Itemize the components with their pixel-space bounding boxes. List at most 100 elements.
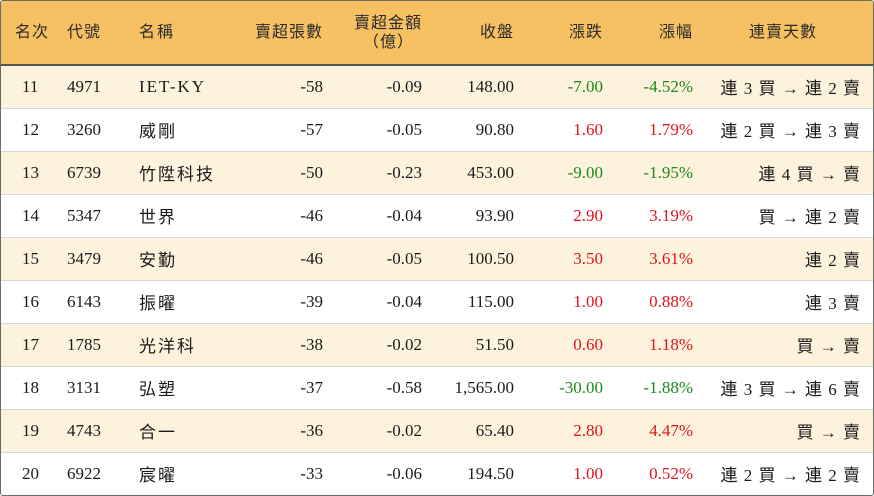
cell-name: 合一 [139, 423, 177, 442]
cell-change: 1.00 [573, 291, 603, 311]
cell-net-sell-lots: -38 [300, 334, 323, 354]
header-rank[interactable]: 名次 [1, 1, 65, 66]
table-row[interactable]: 17 1785 光洋科 -38 -0.02 51.50 0.60 1.18% 買 → 賣 [1, 323, 873, 366]
header-net-sell-lots[interactable]: 賣超張數 [241, 1, 323, 66]
table-row[interactable]: 12 3260 威剛 -57 -0.05 90.80 1.60 1.79% 連 2 買 → 連 … [1, 108, 873, 151]
cell-code: 3260 [67, 119, 101, 139]
cell-change-pct: 1.18% [649, 334, 693, 354]
cell-close: 100.50 [467, 248, 514, 268]
cell-streak: 買 → 連 2 賣 [758, 208, 861, 227]
cell-close: 194.50 [467, 463, 514, 483]
cell-net-sell-amount: -0.05 [386, 119, 422, 139]
cell-name: 振曜 [139, 294, 177, 313]
cell-code: 6739 [67, 162, 101, 182]
cell-code: 4743 [67, 420, 101, 440]
header-streak[interactable]: 連賣天數 [693, 1, 873, 66]
cell-close: 148.00 [467, 76, 514, 96]
cell-rank: 12 [22, 119, 39, 139]
cell-close: 93.90 [475, 205, 514, 225]
cell-name: 弘塑 [139, 380, 177, 399]
cell-change-pct: -1.95% [643, 162, 693, 182]
table-row[interactable]: 14 5347 世界 -46 -0.04 93.90 2.90 3.19% 買 → 連 2 賣 [1, 194, 873, 237]
cell-net-sell-lots: -57 [300, 119, 323, 139]
cell-net-sell-amount: -0.09 [386, 76, 422, 96]
table-row[interactable]: 15 3479 安勤 -46 -0.05 100.50 3.50 3.61% 連 2 賣 [1, 237, 873, 280]
cell-net-sell-lots: -50 [300, 162, 323, 182]
cell-change-pct: -4.52% [643, 76, 693, 96]
cell-streak: 買 → 賣 [796, 423, 861, 442]
cell-streak: 連 3 賣 [805, 294, 861, 313]
cell-close: 1,565.00 [454, 377, 515, 397]
header-change-pct[interactable]: 漲幅 [603, 1, 693, 66]
cell-rank: 19 [22, 420, 39, 440]
cell-streak: 連 2 買 → 連 2 賣 [720, 466, 861, 486]
cell-code: 6922 [67, 463, 101, 483]
cell-name: 安勤 [139, 251, 177, 270]
table-row[interactable]: 16 6143 振曜 -39 -0.04 115.00 1.00 0.88% 連 3 賣 [1, 280, 873, 323]
cell-net-sell-lots: -33 [300, 463, 323, 483]
header-name[interactable]: 名稱 [135, 1, 241, 66]
header-close[interactable]: 收盤 [422, 1, 514, 66]
cell-name: 威剛 [139, 122, 177, 141]
cell-rank: 15 [22, 248, 39, 268]
cell-net-sell-lots: -37 [300, 377, 323, 397]
table-row[interactable]: 11 4971 IET-KY -58 -0.09 148.00 -7.00 -4.52% 連 3… [1, 65, 873, 108]
cell-change: 0.60 [573, 334, 603, 354]
cell-change-pct: -1.88% [643, 377, 693, 397]
cell-change: 2.90 [573, 205, 603, 225]
cell-rank: 18 [22, 377, 39, 397]
cell-close: 115.00 [467, 291, 514, 311]
cell-net-sell-lots: -39 [300, 291, 323, 311]
cell-rank: 20 [22, 463, 39, 483]
cell-close: 453.00 [467, 162, 514, 182]
cell-change-pct: 0.88% [649, 291, 693, 311]
cell-rank: 17 [22, 334, 39, 354]
cell-net-sell-amount: -0.23 [386, 162, 422, 182]
cell-rank: 14 [22, 205, 39, 225]
cell-net-sell-lots: -46 [300, 248, 323, 268]
table-row[interactable]: 20 6922 宸曜 -33 -0.06 194.50 1.00 0.52% 連 2 買 → 連… [1, 452, 873, 495]
table-row[interactable]: 19 4743 合一 -36 -0.02 65.40 2.80 4.47% 買 → 賣 [1, 409, 873, 452]
cell-close: 65.40 [475, 420, 514, 440]
cell-change: 3.50 [573, 248, 603, 268]
cell-change-pct: 4.47% [649, 420, 693, 440]
table-row[interactable]: 13 6739 竹陞科技 -50 -0.23 453.00 -9.00 -1.95% 連 4 買… [1, 151, 873, 194]
cell-change-pct: 3.61% [649, 248, 693, 268]
cell-close: 90.80 [475, 119, 514, 139]
header-net-sell-amount[interactable]: 賣超金額 （億） [323, 1, 422, 66]
table-body: 11 4971 IET-KY -58 -0.09 148.00 -7.00 -4.52% 連 3… [1, 65, 873, 495]
cell-net-sell-amount: -0.02 [386, 334, 422, 354]
cell-net-sell-lots: -36 [300, 420, 323, 440]
cell-name: IET-KY [139, 76, 207, 96]
cell-net-sell-lots: -58 [300, 76, 323, 96]
cell-streak: 連 2 買 → 連 3 賣 [720, 122, 861, 141]
cell-streak: 買 → 賣 [796, 337, 861, 356]
cell-code: 3479 [67, 248, 101, 268]
cell-net-sell-amount: -0.06 [386, 463, 422, 483]
cell-streak: 連 2 賣 [805, 251, 861, 270]
cell-change: -9.00 [567, 162, 603, 182]
cell-change-pct: 0.52% [649, 463, 693, 483]
header-change[interactable]: 漲跌 [514, 1, 603, 66]
table-row[interactable]: 18 3131 弘塑 -37 -0.58 1,565.00 -30.00 -1.88% 連 3 … [1, 366, 873, 409]
cell-code: 5347 [67, 205, 101, 225]
cell-streak: 連 3 買 → 連 6 賣 [720, 380, 861, 399]
header-code[interactable]: 代號 [65, 1, 135, 66]
cell-code: 6143 [67, 291, 101, 311]
cell-net-sell-amount: -0.02 [386, 420, 422, 440]
cell-name: 竹陞科技 [139, 165, 215, 184]
cell-rank: 11 [22, 76, 39, 96]
cell-code: 1785 [67, 334, 101, 354]
cell-rank: 13 [22, 162, 39, 182]
cell-code: 3131 [67, 377, 101, 397]
cell-name: 光洋科 [139, 337, 196, 356]
cell-name: 世界 [139, 208, 177, 227]
cell-change: -30.00 [559, 377, 603, 397]
cell-rank: 16 [22, 291, 39, 311]
cell-change-pct: 1.79% [649, 119, 693, 139]
cell-change: 1.60 [573, 119, 603, 139]
header-net-sell-amount-line2: （億） [362, 33, 414, 51]
cell-net-sell-amount: -0.05 [386, 248, 422, 268]
cell-change-pct: 3.19% [649, 205, 693, 225]
